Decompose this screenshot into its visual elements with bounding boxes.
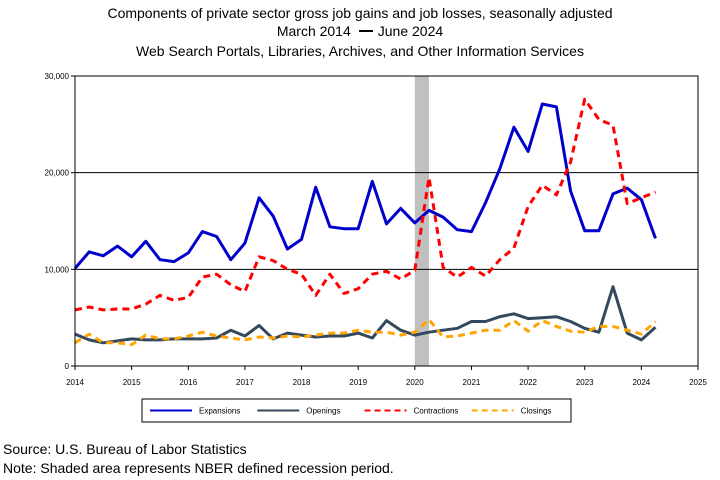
x-tick-label: 2023 <box>576 378 594 387</box>
y-tick-label: 20,000 <box>45 169 70 178</box>
series-line-contractions <box>74 97 657 312</box>
recession-note: Note: Shaded area represents NBER define… <box>3 460 394 476</box>
x-tick-label: 2017 <box>236 378 254 387</box>
legend-box <box>141 398 572 423</box>
x-tick-label: 2024 <box>632 378 650 387</box>
legend-label-contractions: Contractions <box>414 407 459 416</box>
chart-period: March 2014 June 2024 <box>0 22 720 40</box>
x-tick-label: 2018 <box>293 378 311 387</box>
y-tick-label: 10,000 <box>45 265 70 274</box>
legend-label-closings: Closings <box>521 407 552 416</box>
chart-title: Components of private sector gross job g… <box>107 5 613 21</box>
plot-frame <box>74 75 699 367</box>
grid-layer <box>75 172 698 270</box>
series-line-expansions <box>73 102 657 270</box>
x-tick-label: 2025 <box>689 378 707 387</box>
y-tick-label: 30,000 <box>45 72 70 81</box>
legend: Expansions Openings Contractions Closings <box>141 398 572 423</box>
legend-label-expansions: Expansions <box>199 407 240 416</box>
x-tick-label: 2022 <box>519 378 537 387</box>
x-tick-label: 2014 <box>66 378 84 387</box>
y-tick-label: 0 <box>65 362 70 371</box>
x-tick-label: 2015 <box>123 378 141 387</box>
period-start: March 2014 <box>276 23 351 39</box>
x-tick-label: 2019 <box>349 378 367 387</box>
legend-label-openings: Openings <box>306 407 340 416</box>
period-end: June 2024 <box>377 23 444 39</box>
x-tick-label: 2021 <box>463 378 481 387</box>
series-line-closings <box>74 318 657 347</box>
series-layer <box>73 97 657 347</box>
chart-subtitle: Web Search Portals, Libraries, Archives,… <box>136 43 584 59</box>
axis-layer: 0 10,000 20,000 30,000 2014 2015 2016 2017 2018 2… <box>45 72 708 387</box>
series-line-openings <box>74 285 657 345</box>
x-tick-label: 2020 <box>406 378 424 387</box>
x-tick-label: 2016 <box>179 378 197 387</box>
source-note: Source: U.S. Bureau of Labor Statistics <box>3 441 247 457</box>
period-dash <box>358 30 373 33</box>
